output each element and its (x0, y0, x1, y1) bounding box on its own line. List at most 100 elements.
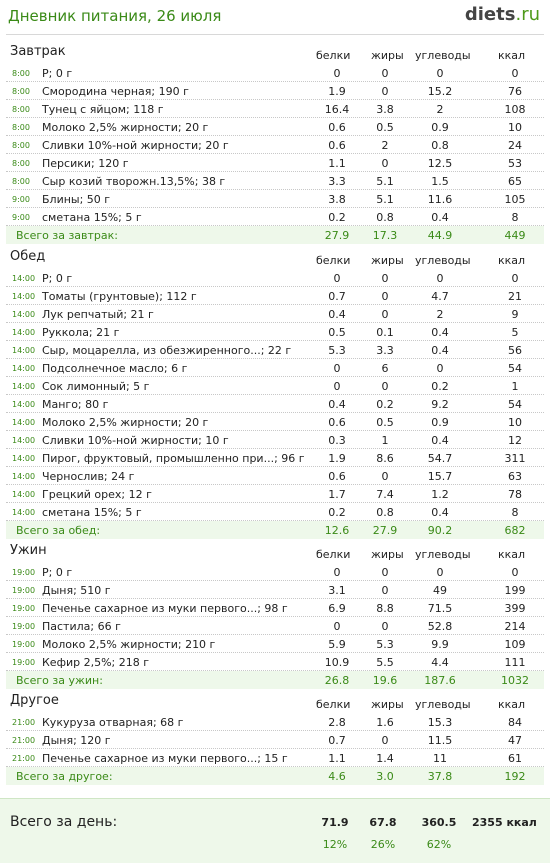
food-name[interactable]: Дыня; 510 г (42, 584, 111, 597)
food-name[interactable]: Кукуруза отварная; 68 г (42, 716, 184, 729)
food-carbs: 1.2 (431, 488, 449, 501)
food-fat: 5.1 (376, 193, 394, 206)
food-row[interactable]: 19:00 Печенье сахарное из муки первого...… (6, 599, 544, 617)
food-fat: 2 (381, 139, 389, 152)
food-time: 9:00 (12, 195, 30, 204)
food-fat: 0 (381, 566, 389, 579)
food-name[interactable]: Печенье сахарное из муки первого...; 98 … (42, 602, 288, 615)
row-divider (6, 153, 544, 154)
food-carbs: 0.2 (431, 380, 449, 393)
section-total-fat: 19.6 (372, 674, 398, 687)
food-name[interactable]: Молоко 2,5% жирности; 20 г (42, 121, 209, 134)
food-name[interactable]: Персики; 120 г (42, 157, 129, 170)
food-fat: 3.8 (376, 103, 394, 116)
food-row[interactable]: 21:00 Дыня; 120 г 0.7 0 11.5 47 (6, 731, 544, 749)
food-fat: 0 (381, 308, 389, 321)
food-name[interactable]: Молоко 2,5% жирности; 20 г (42, 416, 209, 429)
food-row[interactable]: 14:00 Томаты (грунтовые); 112 г 0.7 0 4.7 21 (6, 287, 544, 305)
food-name[interactable]: Манго; 80 г (42, 398, 109, 411)
food-row[interactable]: 14:00 Чернослив; 24 г 0.6 0 15.7 63 (6, 467, 544, 485)
food-name[interactable]: Сок лимонный; 5 г (42, 380, 150, 393)
food-row[interactable]: 14:00 Сок лимонный; 5 г 0 0 0.2 1 (6, 377, 544, 395)
row-divider (6, 616, 544, 617)
food-name[interactable]: P; 0 г (42, 272, 73, 285)
food-fat: 0.1 (376, 326, 394, 339)
food-name[interactable]: Сливки 10%-ной жирности; 20 г (42, 139, 229, 152)
food-name[interactable]: Кефир 2,5%; 218 г (42, 656, 150, 669)
food-row[interactable]: 14:00 сметана 15%; 5 г 0.2 0.8 0.4 8 (6, 503, 544, 521)
food-name[interactable]: P; 0 г (42, 566, 73, 579)
food-name[interactable]: Дыня; 120 г (42, 734, 111, 747)
food-row[interactable]: 14:00 Руккола; 21 г 0.5 0.1 0.4 5 (6, 323, 544, 341)
food-fat: 3.3 (376, 344, 394, 357)
food-fat: 5.1 (376, 175, 394, 188)
food-name[interactable]: сметана 15%; 5 г (42, 211, 142, 224)
row-divider (6, 376, 544, 377)
food-protein: 0 (333, 67, 341, 80)
food-name[interactable]: Сливки 10%-ной жирности; 10 г (42, 434, 229, 447)
food-name[interactable]: Смородина черная; 190 г (42, 85, 189, 98)
food-name[interactable]: Пирог, фруктовый, промышленно при...; 96… (42, 452, 305, 465)
food-carbs: 0 (436, 67, 444, 80)
section-total-fat: 3.0 (376, 770, 394, 783)
food-row[interactable]: 9:00 сметана 15%; 5 г 0.2 0.8 0.4 8 (6, 208, 544, 226)
row-divider (6, 81, 544, 82)
food-row[interactable]: 8:00 Тунец с яйцом; 118 г 16.4 3.8 2 108 (6, 100, 544, 118)
food-row[interactable]: 8:00 Персики; 120 г 1.1 0 12.5 53 (6, 154, 544, 172)
food-row[interactable]: 14:00 Сливки 10%-ной жирности; 10 г 0.3 1 0.… (6, 431, 544, 449)
food-name[interactable]: Подсолнечное масло; 6 г (42, 362, 188, 375)
food-row[interactable]: 19:00 Молоко 2,5% жирности; 210 г 5.9 5.3 9.… (6, 635, 544, 653)
food-row[interactable]: 19:00 Дыня; 510 г 3.1 0 49 199 (6, 581, 544, 599)
food-protein: 1.9 (328, 452, 346, 465)
food-name[interactable]: Томаты (грунтовые); 112 г (42, 290, 197, 303)
food-row[interactable]: 14:00 Грецкий орех; 12 г 1.7 7.4 1.2 78 (6, 485, 544, 503)
food-name[interactable]: Сыр козий творожн.13,5%; 38 г (42, 175, 226, 188)
food-time: 8:00 (12, 123, 30, 132)
food-row[interactable]: 8:00 Смородина черная; 190 г 1.9 0 15.2 76 (6, 82, 544, 100)
food-row[interactable]: 21:00 Печенье сахарное из муки первого...… (6, 749, 544, 767)
food-name[interactable]: P; 0 г (42, 67, 73, 80)
food-name[interactable]: Сыр, моцарелла, из обезжиренного...; 22 … (42, 344, 292, 357)
row-divider (6, 448, 544, 449)
food-name[interactable]: Лук репчатый; 21 г (42, 308, 154, 321)
food-row[interactable]: 8:00 Молоко 2,5% жирности; 20 г 0.6 0.5 0.9 1… (6, 118, 544, 136)
row-divider (6, 484, 544, 485)
food-name[interactable]: Пастила; 66 г (42, 620, 121, 633)
row-divider (6, 322, 544, 323)
food-row[interactable]: 19:00 P; 0 г 0 0 0 0 (6, 563, 544, 581)
food-row[interactable]: 14:00 P; 0 г 0 0 0 0 (6, 269, 544, 287)
food-fat: 0 (381, 290, 389, 303)
food-name[interactable]: Молоко 2,5% жирности; 210 г (42, 638, 216, 651)
food-row[interactable]: 8:00 P; 0 г 0 0 0 0 (6, 64, 544, 82)
page-header: Дневник питания, 26 июля diets.ru (0, 0, 550, 34)
food-row[interactable]: 19:00 Кефир 2,5%; 218 г 10.9 5.5 4.4 111 (6, 653, 544, 671)
food-fat: 0 (381, 584, 389, 597)
food-row[interactable]: 14:00 Лук репчатый; 21 г 0.4 0 2 9 (6, 305, 544, 323)
food-name[interactable]: Печенье сахарное из муки первого...; 15 … (42, 752, 288, 765)
food-row[interactable]: 21:00 Кукуруза отварная; 68 г 2.8 1.6 15.3 84 (6, 713, 544, 731)
row-divider (6, 340, 544, 341)
food-name[interactable]: Руккола; 21 г (42, 326, 120, 339)
food-fat: 1.4 (376, 752, 394, 765)
site-logo[interactable]: diets.ru (465, 4, 540, 25)
column-header-carbs: углеводы (415, 548, 471, 561)
food-name[interactable]: Чернослив; 24 г (42, 470, 135, 483)
food-row[interactable]: 9:00 Блины; 50 г 3.8 5.1 11.6 105 (6, 190, 544, 208)
food-row[interactable]: 14:00 Пирог, фруктовый, промышленно при..… (6, 449, 544, 467)
food-row[interactable]: 14:00 Сыр, моцарелла, из обезжиренного...… (6, 341, 544, 359)
food-name[interactable]: Тунец с яйцом; 118 г (42, 103, 164, 116)
food-row[interactable]: 8:00 Сливки 10%-ной жирности; 20 г 0.6 2 0.8… (6, 136, 544, 154)
food-row[interactable]: 19:00 Пастила; 66 г 0 0 52.8 214 (6, 617, 544, 635)
section-total-row: Всего за обед: 12.6 27.9 90.2 682 (6, 521, 544, 539)
food-name[interactable]: Грецкий орех; 12 г (42, 488, 152, 501)
food-name[interactable]: сметана 15%; 5 г (42, 506, 142, 519)
day-total-protein: 71.9 (321, 816, 349, 829)
row-divider (6, 225, 544, 226)
food-row[interactable]: 14:00 Манго; 80 г 0.4 0.2 9.2 54 (6, 395, 544, 413)
food-row[interactable]: 14:00 Молоко 2,5% жирности; 20 г 0.6 0.5 0.9… (6, 413, 544, 431)
food-name[interactable]: Блины; 50 г (42, 193, 111, 206)
food-time: 14:00 (12, 472, 36, 481)
row-divider (6, 304, 544, 305)
food-row[interactable]: 14:00 Подсолнечное масло; 6 г 0 6 0 54 (6, 359, 544, 377)
food-row[interactable]: 8:00 Сыр козий творожн.13,5%; 38 г 3.3 5.1 1… (6, 172, 544, 190)
